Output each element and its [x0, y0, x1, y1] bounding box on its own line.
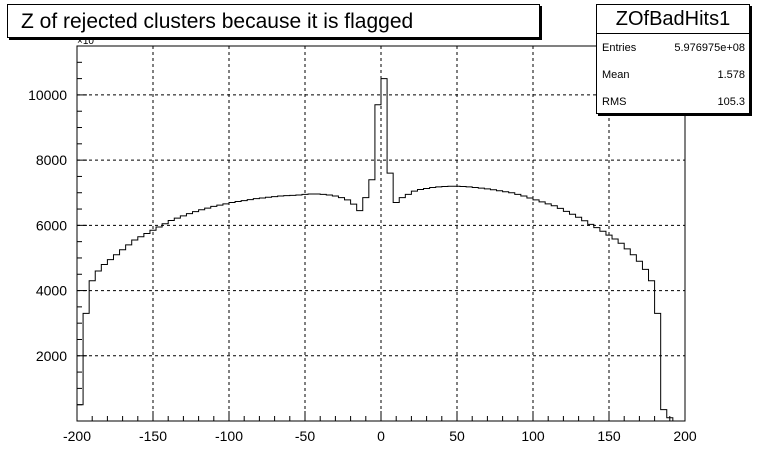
y-exponent-label: ×10 — [77, 36, 94, 47]
stats-key: Mean — [602, 69, 630, 81]
stats-name: ZOfBadHits1 — [597, 5, 749, 34]
y-tick-label: 10000 — [28, 87, 67, 103]
stats-value: 5.976975e+08 — [674, 42, 745, 54]
y-tick-label: 4000 — [36, 283, 67, 299]
stats-row-rms: RMS 105.3 — [597, 88, 749, 115]
chart-title: Z of rejected clusters because it is fla… — [7, 4, 540, 38]
x-tick-label: -200 — [63, 428, 91, 444]
x-tick-label: 200 — [673, 428, 697, 444]
stats-box: ZOfBadHits1 Entries 5.976975e+08 Mean 1.… — [596, 4, 750, 114]
x-tick-label: -50 — [295, 428, 315, 444]
x-tick-label: 150 — [597, 428, 621, 444]
y-tick-label: 6000 — [36, 217, 67, 233]
histogram-line — [76, 78, 674, 421]
axes: -200 -150 -100 -50 0 50 100 150 200 2000 4000 6000 8… — [28, 45, 697, 444]
stats-value: 1.578 — [717, 69, 745, 81]
histogram-series — [76, 78, 674, 421]
x-tick-label: -150 — [139, 428, 167, 444]
stats-row-mean: Mean 1.578 — [597, 61, 749, 88]
stats-key: RMS — [602, 96, 627, 108]
stats-row-entries: Entries 5.976975e+08 — [597, 34, 749, 61]
stats-value: 105.3 — [717, 96, 745, 108]
y-tick-label: 8000 — [36, 152, 67, 168]
x-tick-label: 0 — [377, 428, 385, 444]
x-tick-label: -100 — [215, 428, 243, 444]
grid — [77, 46, 685, 421]
stats-key: Entries — [602, 42, 637, 54]
x-tick-label: 100 — [521, 428, 545, 444]
y-tick-label: 2000 — [36, 348, 67, 364]
x-tick-label: 50 — [449, 428, 465, 444]
